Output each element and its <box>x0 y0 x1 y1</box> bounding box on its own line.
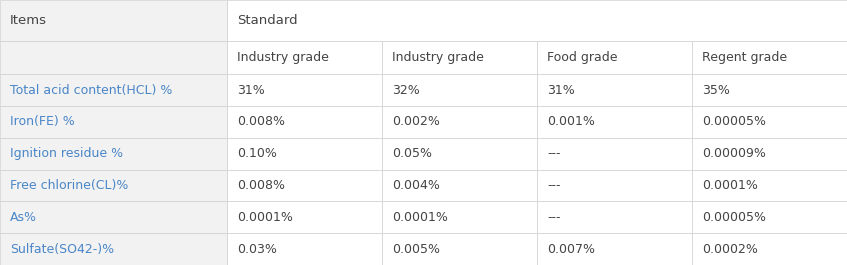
Bar <box>692 170 847 201</box>
Bar <box>537 170 692 201</box>
Text: 0.05%: 0.05% <box>392 147 432 160</box>
Bar <box>692 201 847 233</box>
Text: 0.10%: 0.10% <box>237 147 277 160</box>
Text: Standard: Standard <box>237 14 298 27</box>
Text: 0.004%: 0.004% <box>392 179 440 192</box>
Text: 31%: 31% <box>547 83 575 97</box>
Bar <box>227 201 382 233</box>
Text: 0.007%: 0.007% <box>547 242 595 256</box>
Bar <box>537 138 692 170</box>
Bar <box>382 233 537 265</box>
Bar <box>227 41 382 74</box>
Text: Free chlorine(CL)%: Free chlorine(CL)% <box>10 179 129 192</box>
Bar <box>0 170 227 201</box>
Text: ---: --- <box>547 179 561 192</box>
Text: Items: Items <box>10 14 47 27</box>
Text: Industry grade: Industry grade <box>392 51 484 64</box>
Bar <box>0 201 227 233</box>
Text: 31%: 31% <box>237 83 265 97</box>
Text: 0.002%: 0.002% <box>392 115 440 129</box>
Bar <box>382 170 537 201</box>
Bar <box>0 138 227 170</box>
Bar <box>692 41 847 74</box>
Bar <box>537 233 692 265</box>
Bar <box>227 74 382 106</box>
Text: 0.008%: 0.008% <box>237 115 285 129</box>
Bar <box>0 233 227 265</box>
Bar <box>537 41 692 74</box>
Text: 0.00009%: 0.00009% <box>702 147 766 160</box>
Bar <box>692 138 847 170</box>
Text: 32%: 32% <box>392 83 420 97</box>
Text: Iron(FE) %: Iron(FE) % <box>10 115 75 129</box>
Text: 0.00005%: 0.00005% <box>702 115 767 129</box>
Bar <box>382 201 537 233</box>
Bar <box>227 138 382 170</box>
Bar <box>227 106 382 138</box>
Text: 0.001%: 0.001% <box>547 115 595 129</box>
Bar <box>227 233 382 265</box>
Bar <box>692 74 847 106</box>
Text: As%: As% <box>10 211 37 224</box>
Bar <box>0 74 227 106</box>
Text: Ignition residue %: Ignition residue % <box>10 147 124 160</box>
Text: 0.0002%: 0.0002% <box>702 242 758 256</box>
Text: Regent grade: Regent grade <box>702 51 788 64</box>
Text: ---: --- <box>547 211 561 224</box>
Text: Industry grade: Industry grade <box>237 51 329 64</box>
Bar <box>0 41 227 74</box>
Bar <box>382 138 537 170</box>
Text: Total acid content(HCL) %: Total acid content(HCL) % <box>10 83 173 97</box>
Bar <box>0 106 227 138</box>
Text: 0.0001%: 0.0001% <box>237 211 293 224</box>
Text: 0.005%: 0.005% <box>392 242 440 256</box>
Text: Food grade: Food grade <box>547 51 617 64</box>
Bar <box>0 0 227 41</box>
Bar <box>227 0 847 41</box>
Bar <box>692 233 847 265</box>
Bar <box>227 170 382 201</box>
Bar <box>382 41 537 74</box>
Text: 0.03%: 0.03% <box>237 242 277 256</box>
Text: 35%: 35% <box>702 83 730 97</box>
Text: 0.008%: 0.008% <box>237 179 285 192</box>
Bar <box>382 106 537 138</box>
Bar <box>537 74 692 106</box>
Bar <box>537 106 692 138</box>
Text: Sulfate(SO42-)%: Sulfate(SO42-)% <box>10 242 114 256</box>
Text: 0.00005%: 0.00005% <box>702 211 767 224</box>
Text: ---: --- <box>547 147 561 160</box>
Text: 0.0001%: 0.0001% <box>702 179 758 192</box>
Bar <box>382 74 537 106</box>
Bar <box>692 106 847 138</box>
Text: 0.0001%: 0.0001% <box>392 211 448 224</box>
Bar <box>537 201 692 233</box>
